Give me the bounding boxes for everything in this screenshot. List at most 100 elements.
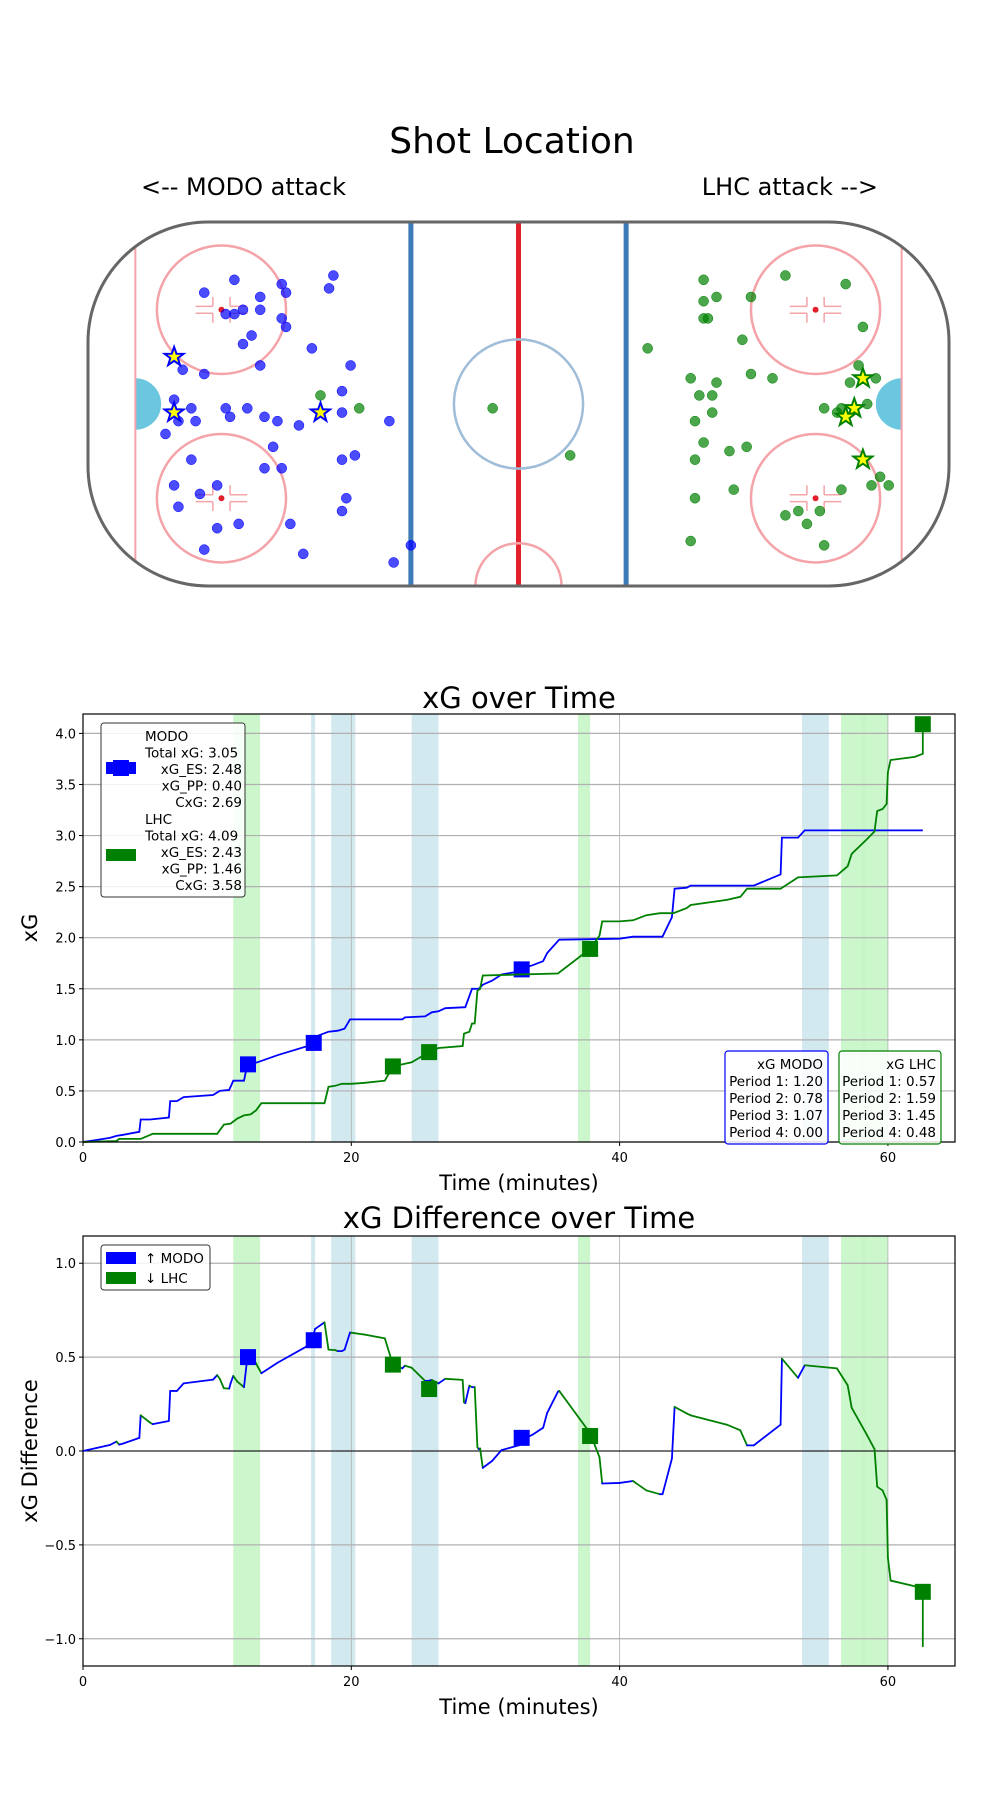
lhc-diff-segment xyxy=(323,1321,330,1351)
lhc-goal-star-icon xyxy=(850,446,876,471)
modo-shot-marker xyxy=(276,462,287,474)
boards xyxy=(86,220,951,588)
faceoff-hash xyxy=(789,296,808,308)
legend-lhc-label: ↓ LHC xyxy=(145,1271,188,1287)
modo-diff-segment xyxy=(672,1405,676,1434)
faceoff-hash xyxy=(229,485,248,496)
legend-modo-text: MODO xyxy=(145,729,188,745)
modo-shot-marker xyxy=(224,411,236,423)
goal-crease xyxy=(135,378,162,430)
lhc-shot-marker xyxy=(685,535,696,547)
lhc-goal-marker xyxy=(421,1044,438,1061)
lhc-diff-segment xyxy=(846,1384,853,1409)
lhc-period-box-line: Period 1: 0.57 xyxy=(842,1074,936,1090)
xg-over-time-chart: xG over Time 0 20 40 60 0.0 0.5 1.0 1.5 2.0 2.5 3.0… xyxy=(18,681,956,1195)
faceoff-hash xyxy=(823,485,842,496)
modo-shot-marker xyxy=(211,480,223,491)
lhc-xg-line xyxy=(82,724,924,1143)
modo-period-box-line: Period 3: 1.07 xyxy=(729,1108,823,1124)
modo-period-box-line: Period 4: 0.00 xyxy=(729,1125,823,1141)
modo-period-box xyxy=(724,1050,829,1145)
y-tick-label: 0.0 xyxy=(55,1136,76,1151)
y-axis-label: xG Difference xyxy=(18,1379,42,1523)
lhc-shot-marker xyxy=(353,403,365,414)
lhc-goal-marker xyxy=(582,940,599,957)
modo-shot-marker xyxy=(272,415,283,427)
modo-goal-marker xyxy=(513,961,530,978)
modo-powerplay-region xyxy=(311,714,316,1142)
modo-shot-marker xyxy=(267,441,279,453)
modo-shot-marker xyxy=(220,308,232,320)
modo-goal-marker xyxy=(240,1349,257,1366)
modo-shot-marker xyxy=(276,313,287,324)
lhc-period-box-line: Period 2: 1.59 xyxy=(842,1091,936,1107)
y-tick-label: 0.0 xyxy=(55,1445,76,1460)
legend: ↑ MODO ↓ LHC xyxy=(100,1244,211,1291)
y-tick-label: 0.5 xyxy=(55,1085,76,1100)
x-axis-label: Time (minutes) xyxy=(438,1695,598,1719)
lhc-diff-segment xyxy=(865,1433,876,1451)
y-tick-label: −1.0 xyxy=(44,1633,76,1648)
legend-modo-text: Total xG: 3.05 xyxy=(144,746,238,762)
lhc-shot-marker xyxy=(874,471,886,483)
modo-shot-marker xyxy=(198,368,210,380)
modo-shot-marker xyxy=(298,548,309,560)
lhc-shot-marker xyxy=(702,313,714,324)
lhc-shot-marker xyxy=(857,321,869,333)
faceoff-hash xyxy=(823,296,842,308)
lhc-shot-marker xyxy=(767,373,778,384)
faceoff-hash xyxy=(823,312,842,323)
modo-diff-segment xyxy=(167,1390,172,1422)
lhc-shot-marker xyxy=(801,518,813,530)
y-tick-label: 2.5 xyxy=(55,881,76,896)
modo-shot-marker xyxy=(285,518,296,530)
modo-shot-marker xyxy=(198,287,210,298)
modo-period-box-line: xG MODO xyxy=(757,1057,823,1073)
lhc-shot-marker xyxy=(844,377,856,388)
modo-diff-segment xyxy=(546,1390,559,1414)
lhc-diff-segment xyxy=(327,1348,337,1352)
modo-shot-marker xyxy=(293,420,305,431)
modo-xg-line xyxy=(82,829,923,1143)
lhc-diff-segment xyxy=(781,1357,799,1379)
lhc-shot-marker xyxy=(694,390,705,401)
lhc-goal-marker xyxy=(582,1427,599,1444)
lhc-shot-marker xyxy=(818,403,830,414)
legend-modo-text: CxG: 2.69 xyxy=(175,795,242,811)
legend-modo-swatch xyxy=(106,1252,136,1264)
modo-shot-marker xyxy=(276,278,287,290)
modo-shot-marker xyxy=(336,454,348,465)
modo-shot-marker xyxy=(211,522,223,534)
lhc-shot-marker xyxy=(706,390,718,401)
legend-modo-label: ↑ MODO xyxy=(145,1251,204,1267)
x-tick-label: 20 xyxy=(343,1151,360,1166)
lhc-shot-marker xyxy=(883,480,894,491)
modo-shot-marker xyxy=(173,501,184,513)
modo-diff-segment xyxy=(779,1357,783,1426)
center-circle xyxy=(452,338,585,470)
modo-diff-segment xyxy=(243,1362,248,1389)
modo-period-box-line: Period 2: 0.78 xyxy=(729,1091,823,1107)
modo-diff-segment xyxy=(314,1321,326,1330)
modo-diff-segment xyxy=(212,1374,219,1381)
faceoff-circle xyxy=(749,244,882,376)
legend-lhc-text: xG_PP: 1.46 xyxy=(162,862,242,878)
faceoff-dot xyxy=(812,495,819,502)
y-tick-label: 0.5 xyxy=(55,1351,76,1366)
modo-shot-marker xyxy=(229,274,240,286)
lhc-shot-marker xyxy=(728,484,739,495)
modo-diff-segment xyxy=(797,1364,806,1379)
modo-diff-segment xyxy=(661,1457,673,1496)
modo-shot-marker xyxy=(405,540,417,551)
modo-diff-segment xyxy=(671,1431,675,1460)
lhc-shot-marker xyxy=(840,278,851,290)
legend-modo-text: xG_PP: 0.40 xyxy=(162,779,242,795)
modo-shot-marker xyxy=(246,330,257,341)
modo-goal-marker xyxy=(513,1429,530,1446)
chart-title: xG Difference over Time xyxy=(343,1201,695,1235)
lhc-diff-segment xyxy=(139,1414,151,1424)
modo-goal-marker xyxy=(305,1034,322,1051)
modo-shot-marker xyxy=(259,462,270,474)
modo-shot-marker xyxy=(190,415,201,427)
